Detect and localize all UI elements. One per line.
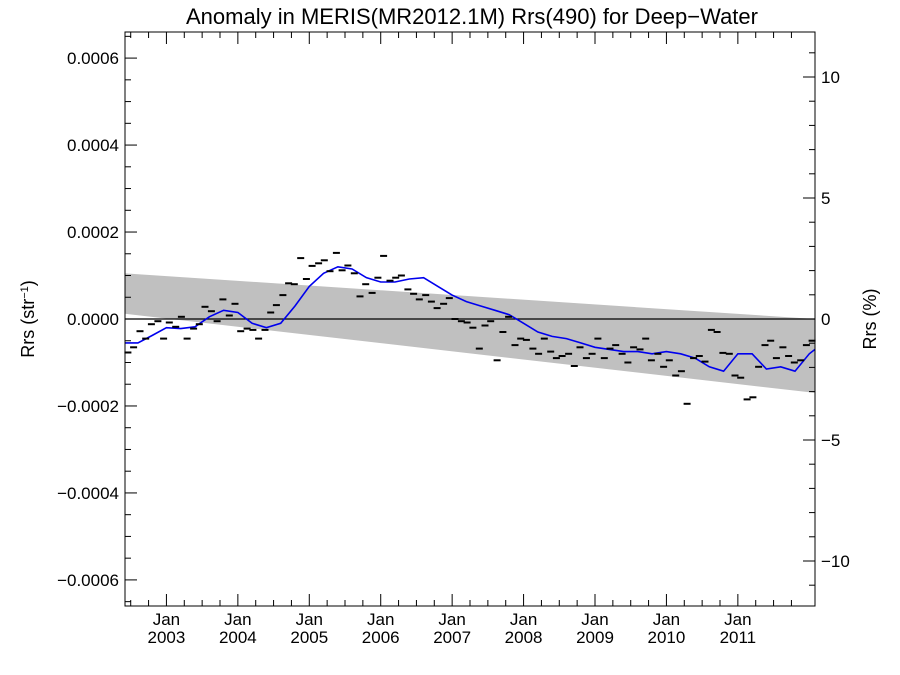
right-axis: 10 5 0 −5 −10 [803, 52, 850, 586]
right-tick-label: −5 [821, 431, 840, 450]
left-tick-label: 0.0002 [67, 223, 119, 242]
smoothed-anomaly-line [125, 265, 816, 373]
y-axis-label-left: Rrs (str−1) [18, 280, 38, 358]
uncertainty-band-layer [125, 273, 815, 393]
x-tick-month-label: Jan [510, 610, 537, 629]
y-axis-label-left-close: ) [18, 280, 38, 286]
x-tick-year-label: 2004 [219, 628, 257, 647]
x-tick-month-label: Jan [724, 610, 751, 629]
x-tick-month-label: Jan [367, 610, 394, 629]
right-tick-label: 10 [821, 68, 840, 87]
x-tick-month-label: Jan [581, 610, 608, 629]
smoothed-line-layer [125, 265, 816, 373]
right-tick-label: 0 [821, 310, 830, 329]
y-axis-label-left-exponent: −1 [19, 286, 31, 299]
left-tick-label: 0.0006 [67, 49, 119, 68]
left-tick-label: 0.0004 [67, 136, 119, 155]
x-tick-year-label: 2011 [720, 628, 757, 647]
y-axis-label-right: Rrs (%) [860, 289, 880, 350]
x-tick-month-label: Jan [153, 610, 180, 629]
left-tick-label: −0.0006 [57, 571, 119, 590]
left-tick-label: −0.0004 [57, 484, 119, 503]
x-tick-year-label: 2007 [433, 628, 471, 647]
x-axis: Jan2003Jan2004Jan2005Jan2006Jan2007Jan20… [130, 32, 792, 647]
x-tick-month-label: Jan [438, 610, 465, 629]
x-tick-year-label: 2006 [362, 628, 400, 647]
left-axis: 0.0006 0.0004 0.0002 0.0000 −0.0002 −0.0004 −0… [57, 35, 137, 603]
right-tick-label: 5 [821, 189, 830, 208]
x-tick-year-label: 2005 [290, 628, 328, 647]
x-tick-year-label: 2009 [576, 628, 614, 647]
x-tick-month-label: Jan [296, 610, 323, 629]
left-tick-label: 0.0000 [67, 310, 119, 329]
x-tick-year-label: 2010 [648, 628, 686, 647]
left-tick-label: −0.0002 [57, 397, 119, 416]
x-tick-month-label: Jan [224, 610, 251, 629]
chart-title: Anomaly in MERIS(MR2012.1M) Rrs(490) for… [186, 4, 758, 29]
uncertainty-band [125, 273, 815, 393]
x-tick-year-label: 2008 [505, 628, 543, 647]
x-tick-month-label: Jan [653, 610, 680, 629]
y-axis-label-left-main: Rrs (str [18, 299, 38, 358]
monthly-points-layer [124, 251, 816, 405]
right-tick-label: −10 [821, 552, 850, 571]
x-tick-year-label: 2003 [148, 628, 186, 647]
